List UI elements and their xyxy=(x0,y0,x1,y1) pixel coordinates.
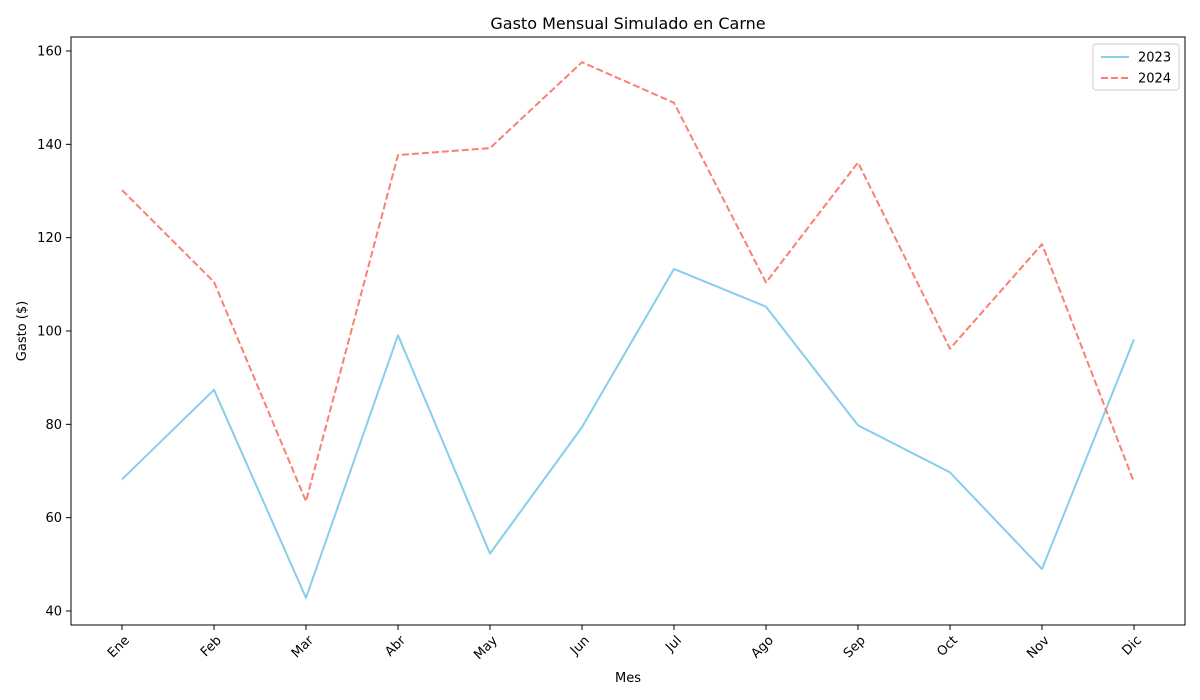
x-tick-label: Mar xyxy=(289,633,317,661)
x-tick-label: Ago xyxy=(748,633,776,661)
y-tick-label: 40 xyxy=(45,605,62,620)
x-tick-label: Sep xyxy=(841,633,869,661)
x-tick-label: May xyxy=(471,633,501,663)
x-tick-label: Feb xyxy=(198,633,225,660)
x-tick-label: Jul xyxy=(662,633,684,655)
legend-label-2023: 2023 xyxy=(1138,51,1171,66)
chart-title: Gasto Mensual Simulado en Carne xyxy=(490,14,765,33)
x-axis-label: Mes xyxy=(615,671,641,686)
series-line-2024 xyxy=(121,61,1135,503)
x-tick-label: Nov xyxy=(1024,633,1053,662)
y-axis-label: Gasto ($) xyxy=(15,301,30,361)
y-tick-label: 120 xyxy=(37,231,62,246)
y-tick-label: 80 xyxy=(45,418,62,433)
x-tick-label: Ene xyxy=(105,633,133,661)
x-tick-label: Abr xyxy=(382,633,409,660)
x-tick-label: Oct xyxy=(934,633,961,660)
x-tick-label: Dic xyxy=(1120,633,1145,658)
y-tick-label: 60 xyxy=(45,511,62,526)
y-axis: 40 60 80 100 120 140 160 xyxy=(37,45,71,620)
legend-label-2024: 2024 xyxy=(1138,72,1171,87)
x-tick-label: Jun xyxy=(567,633,593,659)
series-line-2023 xyxy=(121,267,1135,599)
y-tick-label: 140 xyxy=(37,138,62,153)
y-tick-label: 160 xyxy=(37,45,62,60)
legend: 2023 2024 xyxy=(1092,43,1180,91)
series-lines xyxy=(121,61,1135,599)
y-tick-label: 100 xyxy=(37,325,62,340)
x-axis: Ene Feb Mar Abr May Jun Jul Ago Sep Oct Nov Dic xyxy=(105,625,1145,663)
plot-area xyxy=(70,36,1186,626)
